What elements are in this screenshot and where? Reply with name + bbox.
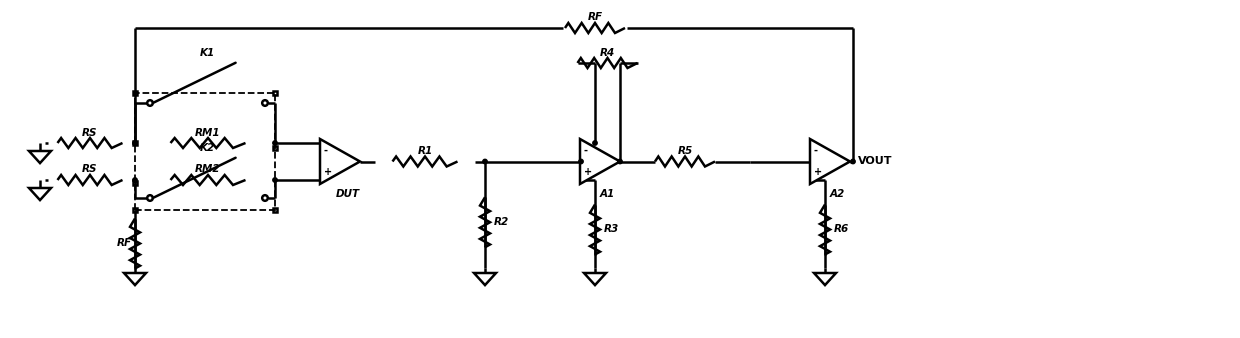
Bar bbox=[273, 209, 277, 212]
Circle shape bbox=[579, 159, 583, 164]
Circle shape bbox=[482, 159, 487, 164]
Text: RF: RF bbox=[588, 12, 603, 22]
Bar bbox=[135, 93, 275, 210]
Text: RF: RF bbox=[117, 239, 131, 248]
Circle shape bbox=[133, 141, 138, 145]
Bar bbox=[134, 141, 136, 145]
Text: R6: R6 bbox=[835, 224, 849, 235]
Text: +: + bbox=[324, 167, 332, 177]
Circle shape bbox=[851, 159, 856, 164]
Text: A2: A2 bbox=[830, 189, 846, 199]
Circle shape bbox=[273, 141, 278, 145]
Bar bbox=[134, 182, 136, 185]
Polygon shape bbox=[320, 139, 360, 184]
Text: RM2: RM2 bbox=[195, 165, 221, 174]
Circle shape bbox=[593, 141, 598, 145]
Bar bbox=[134, 91, 136, 95]
Circle shape bbox=[273, 178, 278, 182]
Text: RM1: RM1 bbox=[195, 127, 221, 138]
Text: K2: K2 bbox=[200, 143, 215, 153]
Text: -: - bbox=[324, 146, 329, 156]
Text: +: + bbox=[813, 167, 822, 177]
Text: VOUT: VOUT bbox=[858, 156, 893, 167]
Text: RS: RS bbox=[82, 127, 98, 138]
Text: R1: R1 bbox=[418, 146, 433, 156]
Circle shape bbox=[133, 178, 138, 182]
Circle shape bbox=[618, 159, 622, 164]
Text: -: - bbox=[813, 146, 818, 156]
Text: R2: R2 bbox=[494, 217, 510, 227]
Text: R4: R4 bbox=[600, 48, 615, 57]
Text: A1: A1 bbox=[600, 189, 615, 199]
Text: -: - bbox=[584, 146, 588, 156]
Text: +: + bbox=[584, 167, 593, 177]
Text: R3: R3 bbox=[604, 224, 619, 235]
Bar bbox=[273, 146, 277, 150]
Text: DUT: DUT bbox=[336, 189, 360, 199]
Bar bbox=[273, 91, 277, 95]
Text: RS: RS bbox=[82, 165, 98, 174]
Text: R5: R5 bbox=[677, 146, 693, 156]
Text: K1: K1 bbox=[200, 48, 215, 58]
Polygon shape bbox=[810, 139, 849, 184]
Bar bbox=[134, 209, 136, 212]
Polygon shape bbox=[580, 139, 620, 184]
